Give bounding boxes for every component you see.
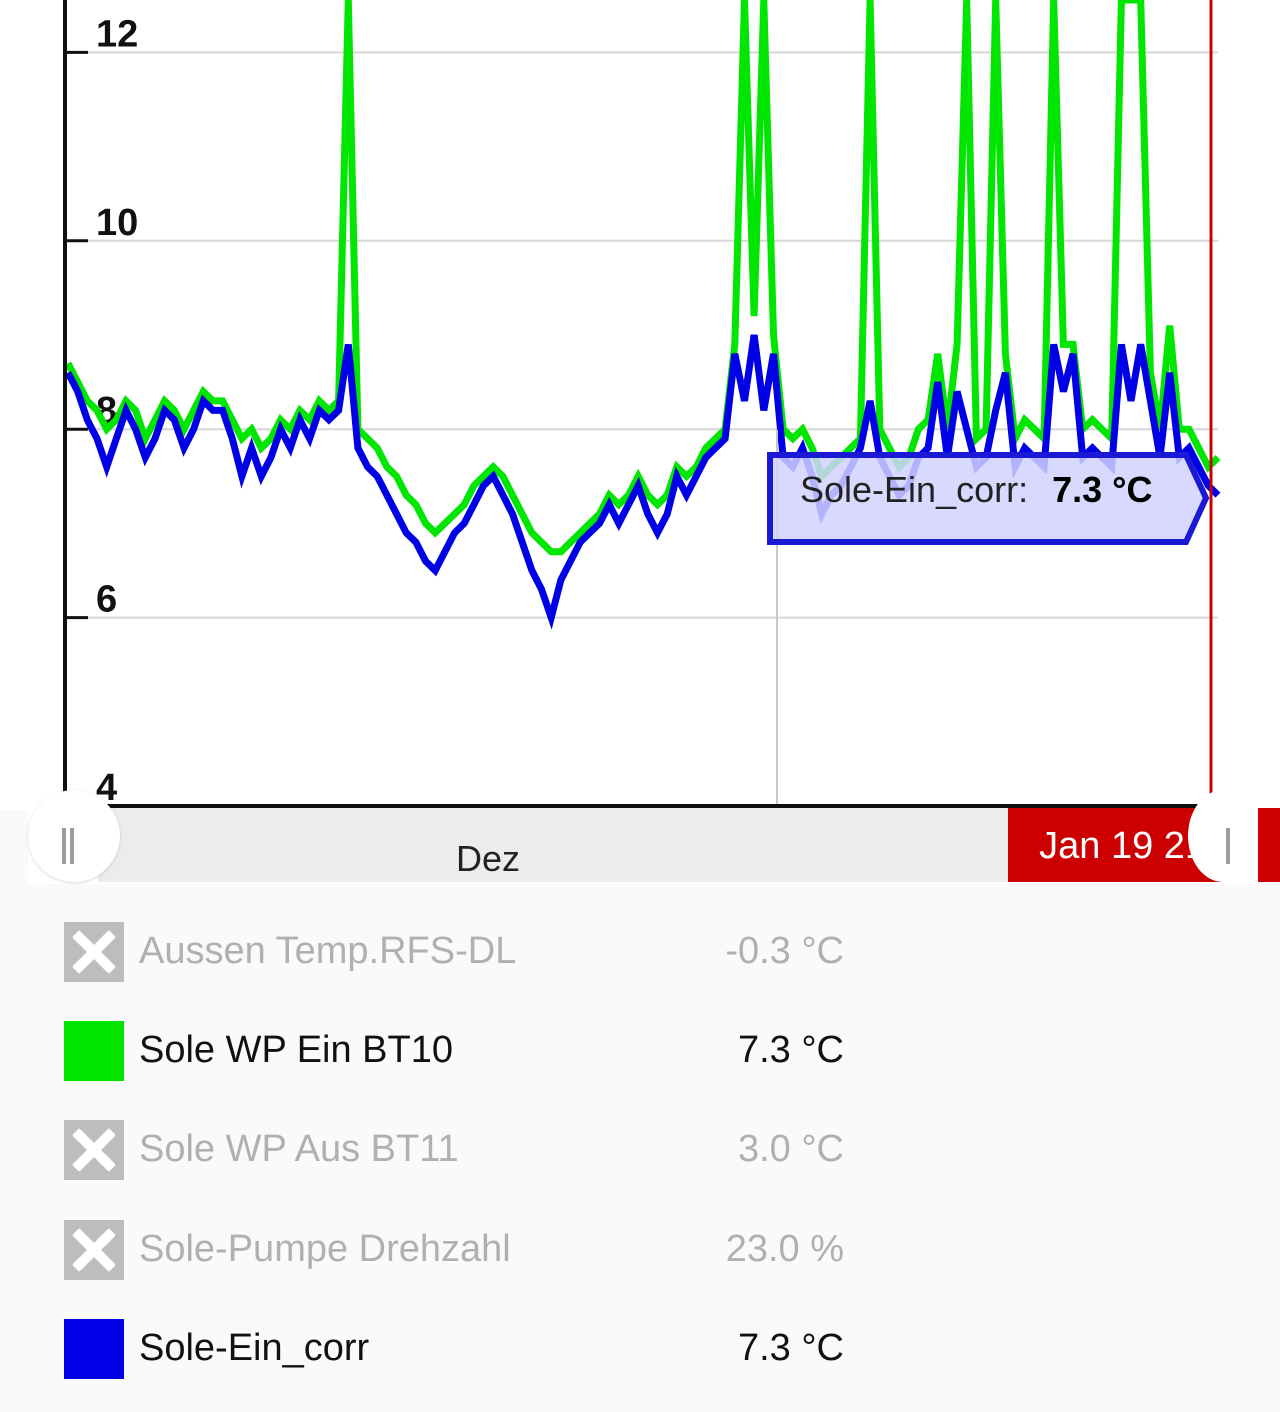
y-tick-label: 10 xyxy=(96,202,138,244)
legend-value: 7.3 °C xyxy=(737,1029,844,1071)
legend-swatch[interactable] xyxy=(64,1021,124,1081)
legend-name: Sole WP Aus BT11 xyxy=(139,1128,459,1170)
hidden-series-icon[interactable] xyxy=(64,1220,124,1280)
grip-icon xyxy=(62,828,66,864)
legend-item-sole-ein-corr[interactable]: Sole-Ein_corr 7.3 °C xyxy=(0,1319,1280,1381)
time-range-selector[interactable]: Dez Jan 19 21:32 xyxy=(28,790,1280,884)
tooltip-box xyxy=(767,452,1210,545)
grip-icon xyxy=(1226,828,1230,864)
legend-item-aussen-temp[interactable]: Aussen Temp.RFS-DL -0.3 °C xyxy=(0,922,1280,984)
value-tooltip: Sole-Ein_corr: 7.3 °C xyxy=(767,452,1210,545)
time-range-track[interactable]: Dez Jan 19 21:32 xyxy=(98,808,1280,882)
range-left-handle[interactable] xyxy=(28,790,120,882)
grid-lines xyxy=(68,51,1218,619)
legend-name: Aussen Temp.RFS-DL xyxy=(139,930,517,972)
tooltip-series-label: Sole-Ein_corr: xyxy=(800,469,1028,510)
range-right-handle[interactable] xyxy=(1188,790,1258,882)
hidden-series-icon[interactable] xyxy=(64,922,124,982)
month-label: Dez xyxy=(456,838,521,879)
legend-name: Sole WP Ein BT10 xyxy=(139,1029,454,1071)
y-tick-label: 12 xyxy=(96,13,138,55)
legend-item-sole-wp-ein[interactable]: Sole WP Ein BT10 7.3 °C xyxy=(0,1021,1280,1083)
legend-value: 7.3 °C xyxy=(737,1327,844,1369)
legend-item-sole-pumpe[interactable]: Sole-Pumpe Drehzahl 23.0 % xyxy=(0,1220,1280,1282)
tooltip-value: 7.3 °C xyxy=(1052,469,1152,510)
svg-text:Sole-Ein_corr: 7.3 °C: Sole-Ein_corr: 7.3 °C xyxy=(800,469,1153,510)
series-line-0 xyxy=(64,0,1221,556)
legend-name: Sole-Ein_corr xyxy=(139,1327,370,1369)
legend-name: Sole-Pumpe Drehzahl xyxy=(139,1228,511,1270)
legend-swatch[interactable] xyxy=(64,1319,124,1379)
chart-area[interactable]: 4 6 8 10 12 Sole-Ein_corr: 7.3 °C xyxy=(0,0,1280,810)
legend-value: 23.0 % xyxy=(725,1228,844,1270)
legend-value: 3.0 °C xyxy=(737,1128,844,1170)
series-line-1 xyxy=(64,334,1221,630)
series-lines xyxy=(64,0,1221,630)
hidden-series-icon[interactable] xyxy=(64,1120,124,1180)
legend-item-sole-wp-aus[interactable]: Sole WP Aus BT11 3.0 °C xyxy=(0,1120,1280,1182)
y-tick-label: 6 xyxy=(96,579,117,621)
legend-value: -0.3 °C xyxy=(725,930,844,972)
grip-icon xyxy=(70,828,74,864)
